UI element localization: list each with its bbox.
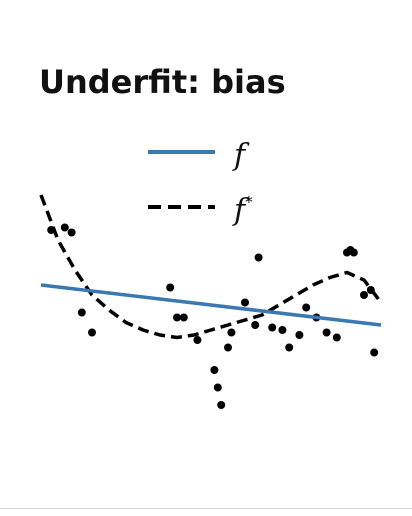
data-point <box>295 331 304 339</box>
data-point <box>224 343 232 352</box>
series-line-f <box>40 283 382 327</box>
data-point <box>193 336 202 344</box>
data-point <box>278 326 287 334</box>
chart-title: Underfit: bias <box>39 63 286 101</box>
data-point <box>88 328 96 337</box>
data-point <box>179 313 188 322</box>
data-point <box>67 228 76 237</box>
data-point <box>360 291 368 299</box>
data-point <box>210 366 219 374</box>
data-point <box>322 328 331 337</box>
data-point <box>370 348 379 357</box>
plot-area <box>39 194 383 409</box>
data-point <box>332 333 341 342</box>
data-point <box>173 313 181 322</box>
legend: f f* <box>148 138 253 228</box>
data-point <box>213 383 222 392</box>
data-point <box>60 223 69 232</box>
legend-label-f: f <box>232 138 250 173</box>
legend-label-fstar: f* <box>232 193 253 228</box>
data-point <box>268 323 277 332</box>
data-point <box>77 308 86 317</box>
series-line-fstar <box>39 194 383 340</box>
data-point <box>166 283 175 292</box>
data-point <box>227 328 236 337</box>
data-point <box>349 248 358 257</box>
data-point <box>241 298 249 307</box>
data-point <box>217 401 226 409</box>
data-point <box>251 321 260 329</box>
bottom-rule <box>0 508 412 509</box>
data-point <box>254 253 263 262</box>
data-point <box>285 343 294 352</box>
data-point <box>302 303 311 312</box>
